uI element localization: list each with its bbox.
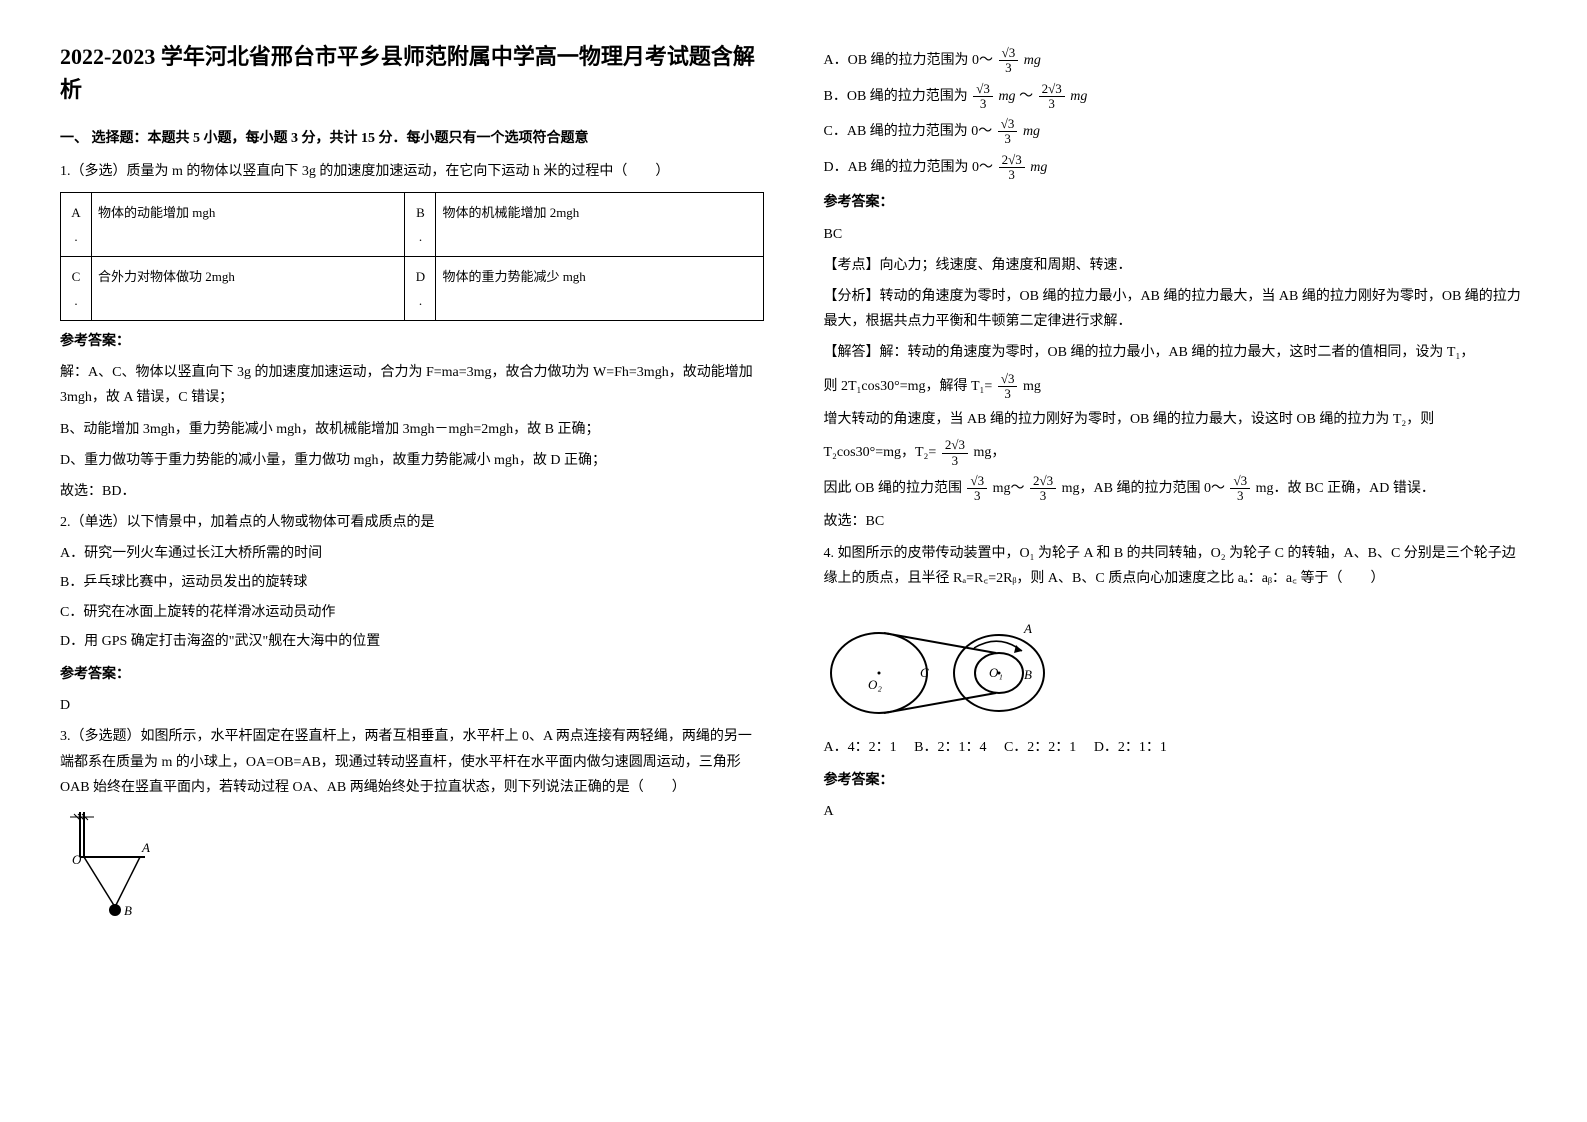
q4-opt-A: A．4：2：1 xyxy=(824,740,897,755)
q1-answer-label: 参考答案： xyxy=(60,329,764,354)
fraction: √33 xyxy=(1230,474,1250,504)
q4-label-B: B xyxy=(1024,667,1032,682)
q1-opt-A: 物体的动能增加 mgh xyxy=(92,193,405,257)
table-row: A. 物体的动能增加 mgh B. 物体的机械能增加 2mgh xyxy=(61,193,764,257)
q3-inc-line: 增大转动的角速度，当 AB 绳的拉力刚好为零时，OB 绳的拉力最大，设这时 OB… xyxy=(824,407,1528,432)
q2-answer: D xyxy=(60,693,764,718)
right-column: A．OB 绳的拉力范围为 0～ √33 mg B．OB 绳的拉力范围为 √33 … xyxy=(824,40,1528,934)
fraction: 2√33 xyxy=(1039,82,1065,112)
page-title: 2022-2023 学年河北省邢台市平乡县师范附属中学高一物理月考试题含解析 xyxy=(60,40,764,106)
fraction: √33 xyxy=(967,474,987,504)
q3-label-A: A xyxy=(141,840,150,855)
q1-options-table: A. 物体的动能增加 mgh B. 物体的机械能增加 2mgh C. 合外力对物… xyxy=(60,192,764,321)
q1-opt-B-label: B. xyxy=(405,193,436,257)
q3-final: 故选：BC xyxy=(824,509,1528,534)
q3-t2-line: T₂cos30°=mg，T₂= 2√33 mg， xyxy=(824,438,1528,468)
q2-opt-A: A．研究一列火车通过长江大桥所需的时间 xyxy=(60,541,764,566)
q3-jieda: 【解答】解：转动的角速度为零时，OB 绳的拉力最小，AB 绳的拉力最大，这时二者… xyxy=(824,340,1528,365)
q4-label-O1: O₁ xyxy=(989,665,1003,680)
q1-opt-D-label: D. xyxy=(405,257,436,321)
q2-opt-D: D．用 GPS 确定打击海盗的"武汉"舰在大海中的位置 xyxy=(60,629,764,654)
q1-opt-C: 合外力对物体做功 2mgh xyxy=(92,257,405,321)
q4-answer: A xyxy=(824,799,1528,824)
left-column: 2022-2023 学年河北省邢台市平乡县师范附属中学高一物理月考试题含解析 一… xyxy=(60,40,764,934)
q3-stem: 3.（多选题）如图所示，水平杆固定在竖直杆上，两者互相垂直，水平杆上 0、A 两… xyxy=(60,724,764,800)
q3-t1-line: 则 2T₁cos30°=mg，解得 T₁= √33 mg xyxy=(824,372,1528,402)
q3-answer: BC xyxy=(824,222,1528,247)
q3-opt-A: A．OB 绳的拉力范围为 0～ √33 mg xyxy=(824,46,1528,76)
section-1-heading: 一、 选择题：本题共 5 小题，每小题 3 分，共计 15 分．每小题只有一个选… xyxy=(60,126,764,151)
q2-answer-label: 参考答案： xyxy=(60,662,764,687)
q4-opt-D: D．2：1：1 xyxy=(1094,740,1167,755)
q3-answer-label: 参考答案： xyxy=(824,190,1528,215)
q4-opt-B: B．2：1：4 xyxy=(914,740,986,755)
q2-opt-B: B．乒乓球比赛中，运动员发出的旋转球 xyxy=(60,570,764,595)
q3-fenxi: 【分析】转动的角速度为零时，OB 绳的拉力最小，AB 绳的拉力最大，当 AB 绳… xyxy=(824,284,1528,334)
q2-options: A．研究一列火车通过长江大桥所需的时间 B．乒乓球比赛中，运动员发出的旋转球 C… xyxy=(60,541,764,654)
q3-opt-C: C．AB 绳的拉力范围为 0～ √33 mg xyxy=(824,117,1528,147)
q2-opt-C: C．研究在冰面上旋转的花样滑冰运动员动作 xyxy=(60,600,764,625)
q3-label-O: O xyxy=(72,852,82,867)
q4-label-A: A xyxy=(1023,621,1032,636)
q3-label-B: B xyxy=(124,903,132,918)
q4-answer-label: 参考答案： xyxy=(824,768,1528,793)
q3-diagram: O A B xyxy=(60,812,764,922)
fraction: 2√33 xyxy=(942,438,968,468)
table-row: C. 合外力对物体做功 2mgh D. 物体的重力势能减少 mgh xyxy=(61,257,764,321)
q3-opt-D: D．AB 绳的拉力范围为 0～ 2√33 mg xyxy=(824,153,1528,183)
q1-explain-3: D、重力做功等于重力势能的减小量，重力做功 mgh，故重力势能减小 mgh，故 … xyxy=(60,448,764,473)
q1-opt-D: 物体的重力势能减少 mgh xyxy=(436,257,763,321)
q1-explain-2: B、动能增加 3mgh，重力势能减小 mgh，故机械能增加 3mgh－mgh=2… xyxy=(60,417,764,442)
q1-stem: 1.（多选）质量为 m 的物体以竖直向下 3g 的加速度加速运动，在它向下运动 … xyxy=(60,159,764,184)
q1-explain-1: 解：A、C、物体以竖直向下 3g 的加速度加速运动，合力为 F=ma=3mg，故… xyxy=(60,360,764,410)
fraction: √33 xyxy=(999,46,1019,76)
q1-opt-C-label: C. xyxy=(61,257,92,321)
q4-diagram: O₂ C O₁ A B xyxy=(824,603,1528,723)
fraction: √33 xyxy=(998,117,1018,147)
fraction: 2√33 xyxy=(999,153,1025,183)
fraction: √33 xyxy=(998,372,1018,402)
q4-label-C: C xyxy=(920,665,929,680)
q4-options-row: A．4：2：1 B．2：1：4 C．2：2：1 D．2：1：1 xyxy=(824,735,1528,760)
q1-opt-B: 物体的机械能增加 2mgh xyxy=(436,193,763,257)
fraction: 2√33 xyxy=(1030,474,1056,504)
q3-conclusion: 因此 OB 绳的拉力范围 √33 mg～ 2√33 mg，AB 绳的拉力范围 0… xyxy=(824,474,1528,504)
q2-stem: 2.（单选）以下情景中，加着点的人物或物体可看成质点的是 xyxy=(60,510,764,535)
q3-opt-B: B．OB 绳的拉力范围为 √33 mg ～ 2√33 mg xyxy=(824,82,1528,112)
q1-opt-A-label: A. xyxy=(61,193,92,257)
fraction: √33 xyxy=(973,82,993,112)
q4-opt-C: C．2：2：1 xyxy=(1004,740,1076,755)
q4-stem: 4. 如图所示的皮带传动装置中，O₁ 为轮子 A 和 B 的共同转轴，O₂ 为轮… xyxy=(824,541,1528,591)
q4-label-O2: O₂ xyxy=(868,677,882,692)
q3-kaodian: 【考点】向心力；线速度、角速度和周期、转速． xyxy=(824,253,1528,278)
q1-explain-4: 故选：BD． xyxy=(60,479,764,504)
